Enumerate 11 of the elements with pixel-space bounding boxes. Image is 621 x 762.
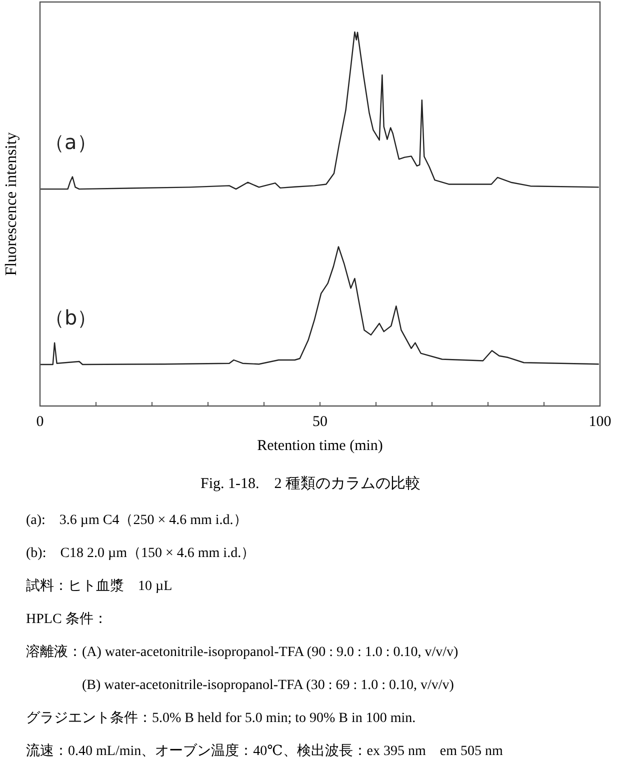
annotation: グラジエント条件：5.0% B held for 5.0 min; to 90% B in 100 min. [26,711,416,726]
annotation: 溶離液：(A) water-acetonitrile-isopropanol-TFA (90 : 9.0 : 1.0 : 0.10, v/v/v) [26,645,458,660]
annotation: (B) water-acetonitrile-isopropanol-TFA (30 : 69 : 1.0 : 0.10, v/v/v) [82,678,454,693]
annotation: 流速：0.40 mL/min、オーブン温度：40℃、検出波長：ex 395 nm em 505 nm [26,744,503,759]
title: Fig. 1-18. 2 種類のカラムの比較 [200,476,420,492]
annotation: 試料：ヒト血漿 10 µL [26,579,172,594]
xlabel: Retention time (min) [257,438,383,454]
annotation: (b): C18 2.0 µm（150 × 4.6 mm i.d.） [26,546,256,561]
ylabel: Fluorescence intensity [3,132,20,276]
annotation: (a): 3.6 µm C4（250 × 4.6 mm i.d.） [26,513,248,528]
annotation: HPLC 条件： [26,612,108,627]
